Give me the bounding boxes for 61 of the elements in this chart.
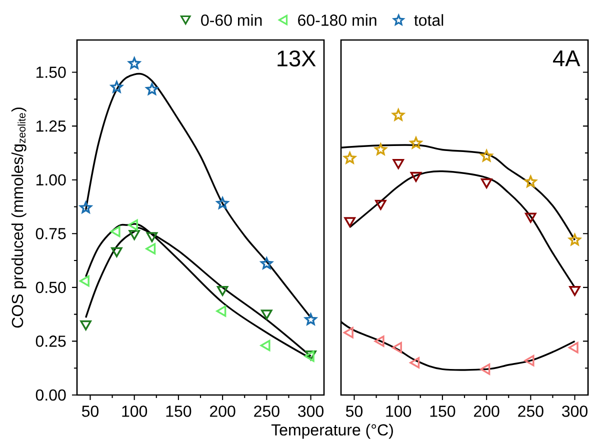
- y-tick-label: 0.50: [36, 282, 66, 294]
- point: [480, 364, 490, 375]
- point: [524, 176, 537, 188]
- point: [110, 226, 120, 238]
- y-axis-title: COS produced (mmoles/g$_{zeolite}$): [11, 108, 26, 328]
- point: [260, 340, 270, 352]
- y-tick-label: 1.50: [36, 66, 66, 78]
- legend-label: 0-60 min: [201, 14, 262, 26]
- point: [146, 243, 156, 254]
- point: [80, 320, 92, 330]
- point: [146, 83, 158, 95]
- x-tick-label: 100: [122, 406, 148, 417]
- x-tick-label: 200: [210, 406, 236, 417]
- x-tick-label: 300: [298, 406, 324, 417]
- x-tick-label: 150: [166, 406, 192, 417]
- point: [216, 197, 229, 209]
- point: [374, 336, 384, 347]
- x-tick-label: 200: [474, 406, 500, 417]
- line-series: [84, 72, 312, 318]
- chart-title: 13X: [278, 50, 316, 67]
- point: [128, 57, 140, 69]
- point: [216, 305, 226, 317]
- point: [569, 286, 580, 296]
- legend-label: 60-180 min: [298, 14, 376, 26]
- point: [392, 342, 402, 354]
- point: [344, 152, 356, 164]
- point: [374, 143, 387, 156]
- x-tick-label: 250: [254, 406, 280, 417]
- point: [146, 232, 158, 242]
- point: [480, 150, 493, 162]
- point: [568, 234, 581, 246]
- point: [392, 108, 404, 121]
- point: [343, 326, 354, 338]
- x-tick-label: 50: [82, 406, 99, 417]
- point: [80, 201, 92, 214]
- x-axis-title: Temperature (°C): [271, 424, 393, 439]
- point: [568, 342, 578, 354]
- point: [410, 357, 420, 368]
- point: [260, 257, 273, 270]
- chart-title: 4A: [553, 50, 580, 66]
- y-tick-label: 0.00: [36, 389, 66, 401]
- y-tick-label: 0.25: [36, 336, 66, 347]
- x-tick-label: 250: [518, 406, 544, 417]
- y-tick-label: 1.00: [36, 174, 66, 186]
- point: [128, 219, 138, 231]
- point: [410, 136, 422, 149]
- point: [216, 286, 228, 296]
- point: [524, 354, 534, 366]
- point: [304, 313, 317, 326]
- point: [111, 247, 122, 258]
- legend-label: total: [414, 14, 444, 26]
- x-tick-label: 50: [346, 406, 363, 417]
- x-tick-label: 300: [562, 406, 588, 417]
- y-tick-label: 0.75: [36, 228, 66, 240]
- x-tick-label: 100: [386, 406, 412, 417]
- x-tick-label: 150: [430, 406, 456, 417]
- y-tick-label: 1.25: [36, 120, 66, 132]
- point: [261, 310, 272, 320]
- point: [79, 275, 90, 287]
- point: [128, 230, 140, 240]
- point: [110, 80, 123, 93]
